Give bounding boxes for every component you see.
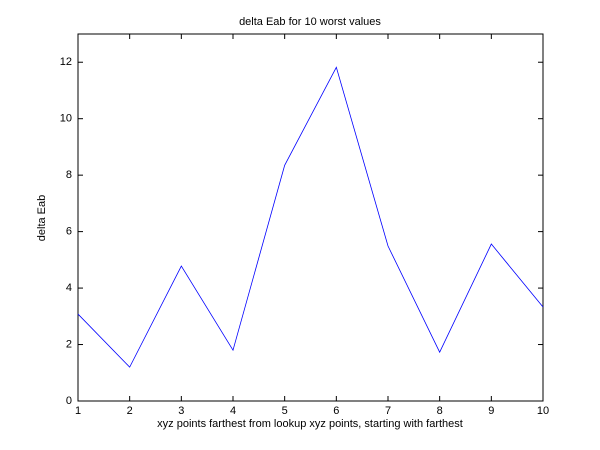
x-tick-label: 8 xyxy=(437,405,443,417)
y-tick-label: 8 xyxy=(66,169,72,181)
x-tick-label: 2 xyxy=(127,405,133,417)
y-tick-label: 0 xyxy=(66,395,72,407)
y-tick-label: 6 xyxy=(66,226,72,238)
y-axis-label: delta Eab xyxy=(36,195,48,241)
y-tick-label: 12 xyxy=(60,56,72,68)
x-tick-label: 6 xyxy=(333,405,339,417)
plot-frame xyxy=(77,33,544,402)
y-tick-label: 2 xyxy=(66,338,72,350)
x-tick-label: 3 xyxy=(178,405,184,417)
y-tick-label: 10 xyxy=(60,113,72,125)
chart-title: delta Eab for 10 worst values xyxy=(239,16,381,28)
x-tick-label: 1 xyxy=(75,405,81,417)
x-tick-label: 5 xyxy=(282,405,288,417)
x-tick-label: 7 xyxy=(385,405,391,417)
y-tick-label: 4 xyxy=(66,282,72,294)
x-tick-label: 4 xyxy=(230,405,236,417)
x-tick-label: 9 xyxy=(488,405,494,417)
x-tick-label: 10 xyxy=(537,405,549,417)
x-axis-label: xyz points farthest from lookup xyz poin… xyxy=(157,418,463,430)
data-line xyxy=(77,66,544,368)
